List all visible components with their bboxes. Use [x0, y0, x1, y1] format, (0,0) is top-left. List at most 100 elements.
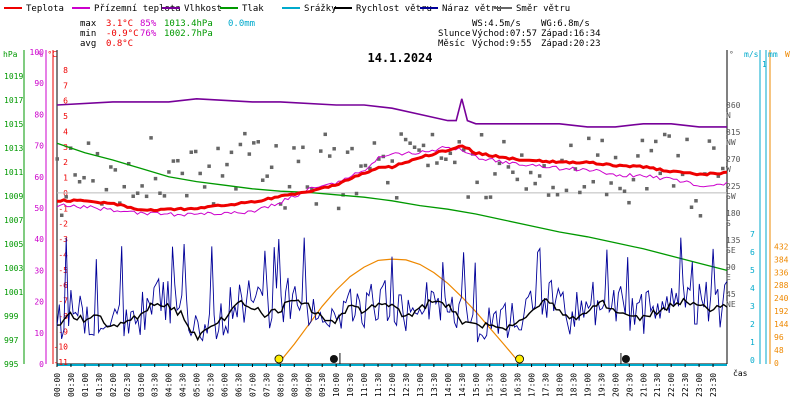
- legend-label-2: Vlhkost: [184, 4, 222, 14]
- x-tick-45: 22:30: [681, 373, 690, 397]
- wind-direction-point: [260, 178, 265, 182]
- temperature-tick-12: -4: [58, 250, 68, 259]
- x-tick-19: 09:30: [318, 373, 327, 397]
- x-tick-25: 12:30: [402, 373, 411, 397]
- solar-tick-7: 96: [774, 333, 784, 342]
- stats-sunrise: Východ:07:57: [472, 29, 537, 39]
- wind-direction-point: [180, 171, 185, 176]
- wind-direction-point: [73, 173, 77, 177]
- stats-moonset: Západ:20:23: [541, 39, 601, 49]
- wind-direction-point: [274, 144, 278, 148]
- temperature-tick-1: 7: [63, 81, 68, 90]
- wind-direction-point: [336, 206, 341, 211]
- wind-direction-point: [269, 165, 274, 170]
- wind-direction-point: [135, 191, 140, 195]
- wind-direction-point: [426, 163, 430, 168]
- direction-tick-1: 315: [726, 128, 741, 137]
- wind-direction-point: [256, 140, 260, 144]
- wind-direction-point: [91, 179, 95, 183]
- wind-tick-6: 1: [750, 338, 755, 347]
- legend-label-1: Přízemní teplota: [94, 4, 181, 14]
- direction-tick-5: 135: [726, 236, 741, 245]
- temperature-tick-7: 1: [63, 174, 68, 183]
- wind-direction-point: [484, 195, 488, 200]
- wind-direction-point: [77, 180, 82, 184]
- solar-tick-8: 48: [774, 346, 784, 355]
- wind-direction-point: [515, 177, 520, 182]
- chart-title: 14.1.2024: [367, 51, 432, 65]
- wind-direction-point: [55, 157, 59, 161]
- wind-direction-point: [573, 167, 578, 171]
- wind-direction-point: [292, 146, 296, 150]
- x-tick-12: 06:00: [221, 373, 230, 397]
- wind-direction-point: [247, 152, 252, 156]
- wind-direction-point: [229, 150, 234, 155]
- wind-tick-4: 3: [750, 302, 755, 311]
- legend: Teplota Přízemní teplota Vlhkost Tlak Srážky…: [4, 4, 570, 14]
- wind-direction-point: [296, 159, 301, 164]
- wind-direction-point: [301, 145, 305, 150]
- wind-direction-point: [591, 179, 595, 184]
- wind-direction-point: [569, 143, 573, 148]
- direction-label-5: SE: [726, 246, 736, 255]
- wind-direction-point: [488, 195, 493, 199]
- pressure-unit: hPa: [3, 50, 18, 59]
- wind-direction-point: [176, 158, 180, 163]
- wind-direction-point: [506, 165, 511, 169]
- wind-direction-point: [430, 132, 435, 137]
- x-tick-26: 13:00: [416, 373, 425, 397]
- wind-direction-point: [435, 161, 439, 165]
- x-tick-40: 20:00: [611, 373, 620, 397]
- x-tick-8: 04:00: [165, 373, 174, 397]
- temperature-line: [56, 144, 728, 213]
- pressure-tick-10: 999: [4, 312, 19, 321]
- legend-label-4: Srážky: [304, 4, 337, 14]
- wind-direction-point: [82, 175, 86, 180]
- x-tick-3: 01:30: [95, 373, 104, 397]
- wind-direction-point: [283, 206, 287, 210]
- x-tick-42: 21:00: [639, 373, 648, 397]
- wind-direction-point: [528, 170, 533, 175]
- wind-direction-point: [368, 166, 372, 171]
- wind-direction-point: [327, 154, 332, 158]
- wind-direction-point: [59, 213, 64, 218]
- stats-row-label-2: avg: [80, 39, 96, 49]
- wind-direction-point: [618, 186, 622, 191]
- wind-direction-point: [461, 148, 466, 152]
- wind-direction-point: [600, 138, 604, 143]
- x-tick-36: 18:00: [556, 373, 565, 397]
- temperature-tick-3: 5: [63, 112, 68, 121]
- stats-temp-2: 0.8°C: [106, 39, 133, 49]
- x-tick-5: 02:30: [123, 373, 132, 397]
- wind-direction-point: [649, 148, 654, 153]
- direction-tick-3: 225: [726, 182, 741, 191]
- legend-label-3: Tlak: [242, 4, 264, 14]
- pressure-tick-7: 1005: [4, 240, 23, 249]
- x-tick-27: 13:30: [430, 373, 439, 397]
- pressure-tick-12: 995: [4, 360, 19, 369]
- stats-pressure-0: 1013.4hPa: [164, 19, 213, 29]
- stats-row-label-1: min: [80, 29, 96, 39]
- wind-direction-point: [551, 185, 555, 190]
- wind-direction-point: [609, 181, 613, 185]
- wind-direction-point: [310, 187, 314, 191]
- wind-direction-point: [140, 184, 144, 188]
- wind-direction-point: [243, 131, 247, 136]
- legend-label-5: Rychlost větru: [356, 4, 432, 14]
- wind-direction-point: [345, 150, 350, 154]
- wind-direction-point: [716, 174, 721, 178]
- x-tick-17: 08:30: [290, 373, 299, 397]
- wind-tick-7: 0: [750, 356, 755, 365]
- wind-direction-point: [390, 159, 394, 163]
- wind-direction-point: [403, 137, 408, 142]
- wind-direction-point: [323, 132, 327, 137]
- wind-direction-point: [278, 202, 283, 206]
- solar-tick-0: 432: [774, 242, 789, 251]
- wind-direction-point: [676, 153, 680, 158]
- wind-direction-point: [149, 136, 153, 140]
- wind-direction-point: [582, 185, 587, 189]
- wind-direction-point: [412, 145, 417, 150]
- wind-direction-point: [560, 158, 564, 163]
- stats-ws: WS:4.5m/s: [472, 19, 521, 29]
